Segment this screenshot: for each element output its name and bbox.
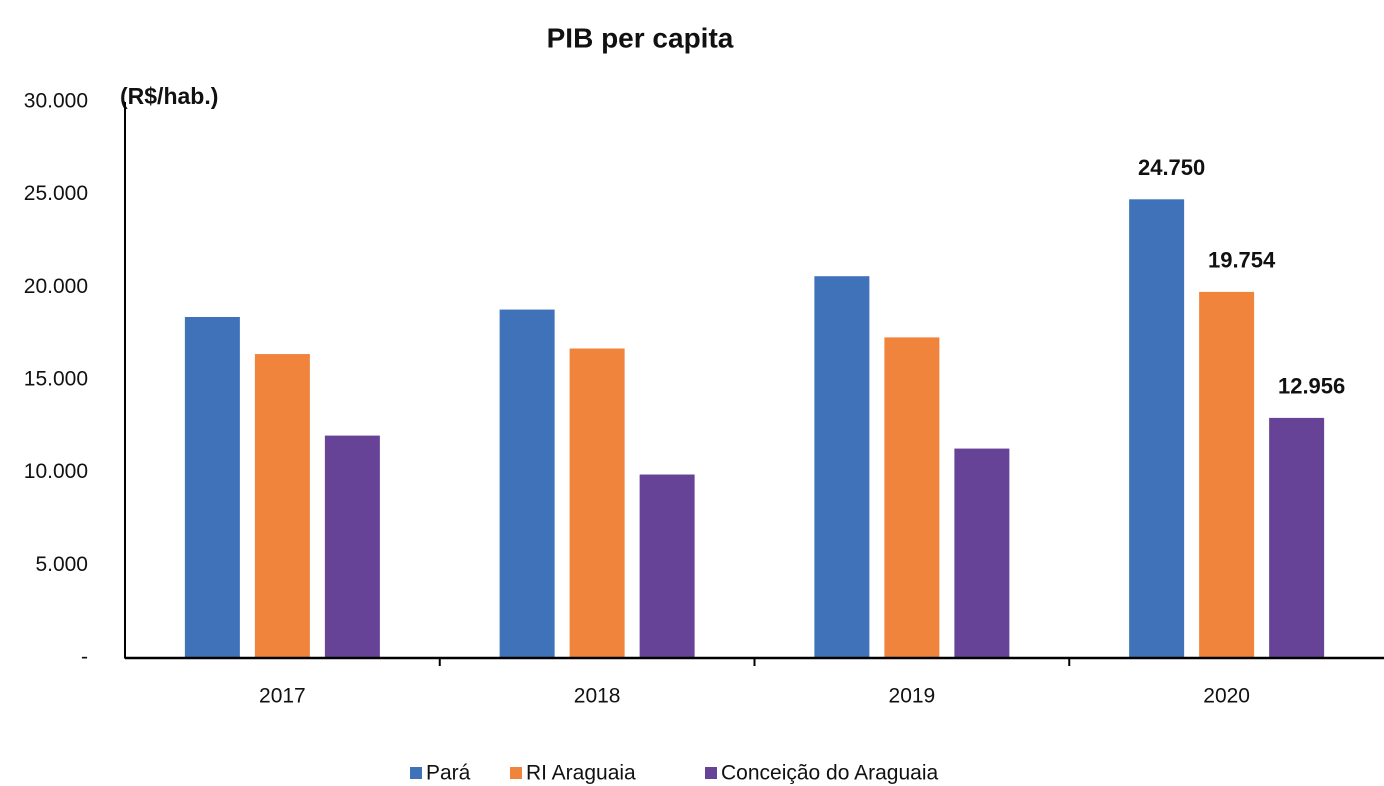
bar	[1199, 291, 1255, 658]
bar	[884, 337, 940, 658]
bar	[954, 448, 1010, 658]
chart-title: PIB per capita	[547, 22, 734, 53]
y-tick-label: 5.000	[35, 553, 88, 576]
legend-label: RI Araguaia	[526, 762, 636, 785]
x-tick-label: 2018	[574, 685, 621, 708]
legend-swatch	[705, 767, 717, 779]
bar	[499, 309, 555, 658]
legend-label: Pará	[426, 762, 471, 785]
y-tick-label: 15.000	[24, 368, 88, 391]
bar	[814, 276, 870, 658]
y-axis-label: (R$/hab.)	[120, 83, 218, 109]
data-label: 19.754	[1208, 248, 1276, 273]
bar	[1129, 199, 1185, 659]
y-tick-label: 20.000	[24, 275, 88, 298]
y-tick-label: 10.000	[24, 460, 88, 483]
bar	[324, 435, 380, 658]
bar	[569, 348, 625, 658]
y-tick-label: -	[81, 646, 88, 669]
bar	[639, 474, 695, 658]
data-label: 12.956	[1278, 374, 1345, 399]
x-tick-label: 2017	[259, 685, 306, 708]
legend-label: Conceição do Araguaia	[721, 762, 938, 785]
bar	[184, 316, 240, 658]
bar	[1269, 417, 1325, 658]
legend-swatch	[410, 767, 422, 779]
y-tick-label: 25.000	[24, 182, 88, 205]
data-label: 24.750	[1138, 155, 1205, 180]
x-tick-label: 2020	[1203, 685, 1250, 708]
legend-swatch	[510, 767, 522, 779]
bar	[254, 354, 310, 658]
x-tick-label: 2019	[889, 685, 936, 708]
y-tick-label: 30.000	[24, 90, 88, 113]
